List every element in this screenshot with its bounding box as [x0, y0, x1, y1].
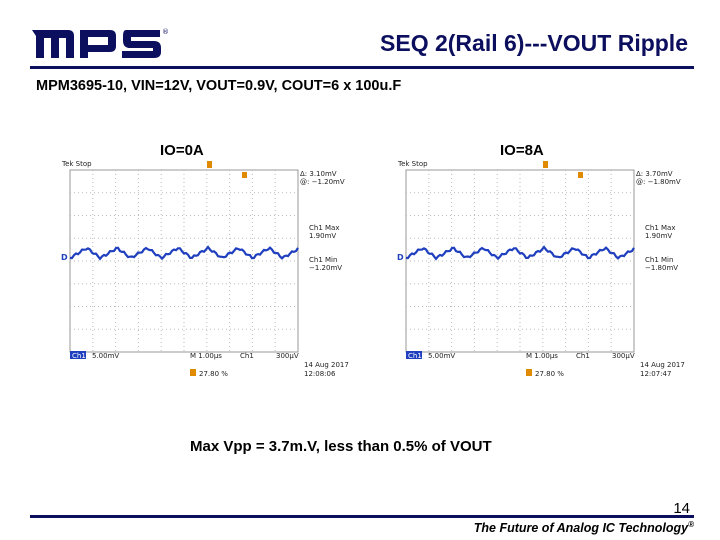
ripple-summary: Max Vpp = 3.7m.V, less than 0.5% of VOUT: [190, 438, 492, 455]
panel-label-8a: IO=8A: [500, 142, 544, 159]
delta-readout: Δ: 3.10mV: [300, 170, 337, 178]
mps-logo: ®: [30, 22, 170, 62]
capture-time: 12:07:47: [640, 370, 671, 378]
ripple-trace: [70, 245, 299, 261]
trigger-position: 27.80 %: [535, 370, 564, 378]
trigger-channel: Ch1: [576, 352, 590, 360]
ground-marker: D: [61, 253, 68, 262]
trigger-position-icon: [526, 369, 532, 376]
trigger-marker-top: [207, 161, 212, 168]
ground-marker: D: [397, 253, 404, 262]
capture-date: 14 Aug 2017: [640, 361, 685, 369]
footer-registered-mark: ®: [688, 520, 694, 529]
channel-scale: 5.00mV: [428, 352, 455, 360]
cursor-marker: [242, 172, 247, 178]
max-value: 1.90mV: [309, 232, 336, 240]
scope-capture-0a: Tek Stop D Δ: 3.10mV @: −1.20mV Ch1 Max …: [60, 158, 360, 382]
cursor-marker: [578, 172, 583, 178]
trigger-level: 300µV: [276, 352, 299, 360]
trigger-position: 27.80 %: [199, 370, 228, 378]
scope-status: Tek Stop: [397, 160, 428, 168]
panel-label-0a: IO=0A: [160, 142, 204, 159]
timebase: M 1.00µs: [190, 352, 222, 360]
trigger-level: 300µV: [612, 352, 635, 360]
min-label: Ch1 Min: [309, 256, 337, 264]
min-label: Ch1 Min: [645, 256, 673, 264]
footer-text: The Future of Analog IC Technology: [473, 521, 689, 536]
timebase: M 1.00µs: [526, 352, 558, 360]
page-number: 14: [673, 500, 690, 517]
at-readout: @: −1.20mV: [300, 178, 345, 186]
scope-graticule: [405, 169, 635, 353]
at-readout: @: −1.80mV: [636, 178, 681, 186]
svg-text:D: D: [61, 253, 68, 262]
title-rule: [30, 66, 694, 69]
trigger-channel: Ch1: [240, 352, 254, 360]
channel-label: Ch1: [72, 352, 86, 360]
channel-scale: 5.00mV: [92, 352, 119, 360]
capture-time: 12:08:06: [304, 370, 336, 378]
svg-text:D: D: [397, 253, 404, 262]
trigger-position-icon: [190, 369, 196, 376]
trigger-marker-top: [543, 161, 548, 168]
test-conditions: MPM3695-10, VIN=12V, VOUT=0.9V, COUT=6 x…: [36, 78, 402, 94]
delta-readout: Δ: 3.70mV: [636, 170, 673, 178]
capture-date: 14 Aug 2017: [304, 361, 349, 369]
min-value: −1.80mV: [645, 264, 678, 272]
channel-badge: [406, 351, 422, 359]
channel-badge: [70, 351, 86, 359]
channel-label: Ch1: [408, 352, 422, 360]
max-label: Ch1 Max: [645, 224, 675, 232]
scope-capture-8a: Tek Stop D Δ: 3.70mV @: −1.80mV Ch1 Max …: [396, 158, 696, 382]
slide-title: SEQ 2(Rail 6)---VOUT Ripple: [380, 30, 688, 56]
registered-mark: ®: [162, 28, 169, 36]
max-value: 1.90mV: [645, 232, 672, 240]
scope-status: Tek Stop: [61, 160, 92, 168]
max-label: Ch1 Max: [309, 224, 339, 232]
ripple-trace: [406, 245, 635, 261]
min-value: −1.20mV: [309, 264, 342, 272]
footer-tagline: The Future of Analog IC Technology®: [474, 520, 694, 535]
scope-graticule: [69, 169, 299, 353]
footer-rule: [30, 515, 694, 518]
